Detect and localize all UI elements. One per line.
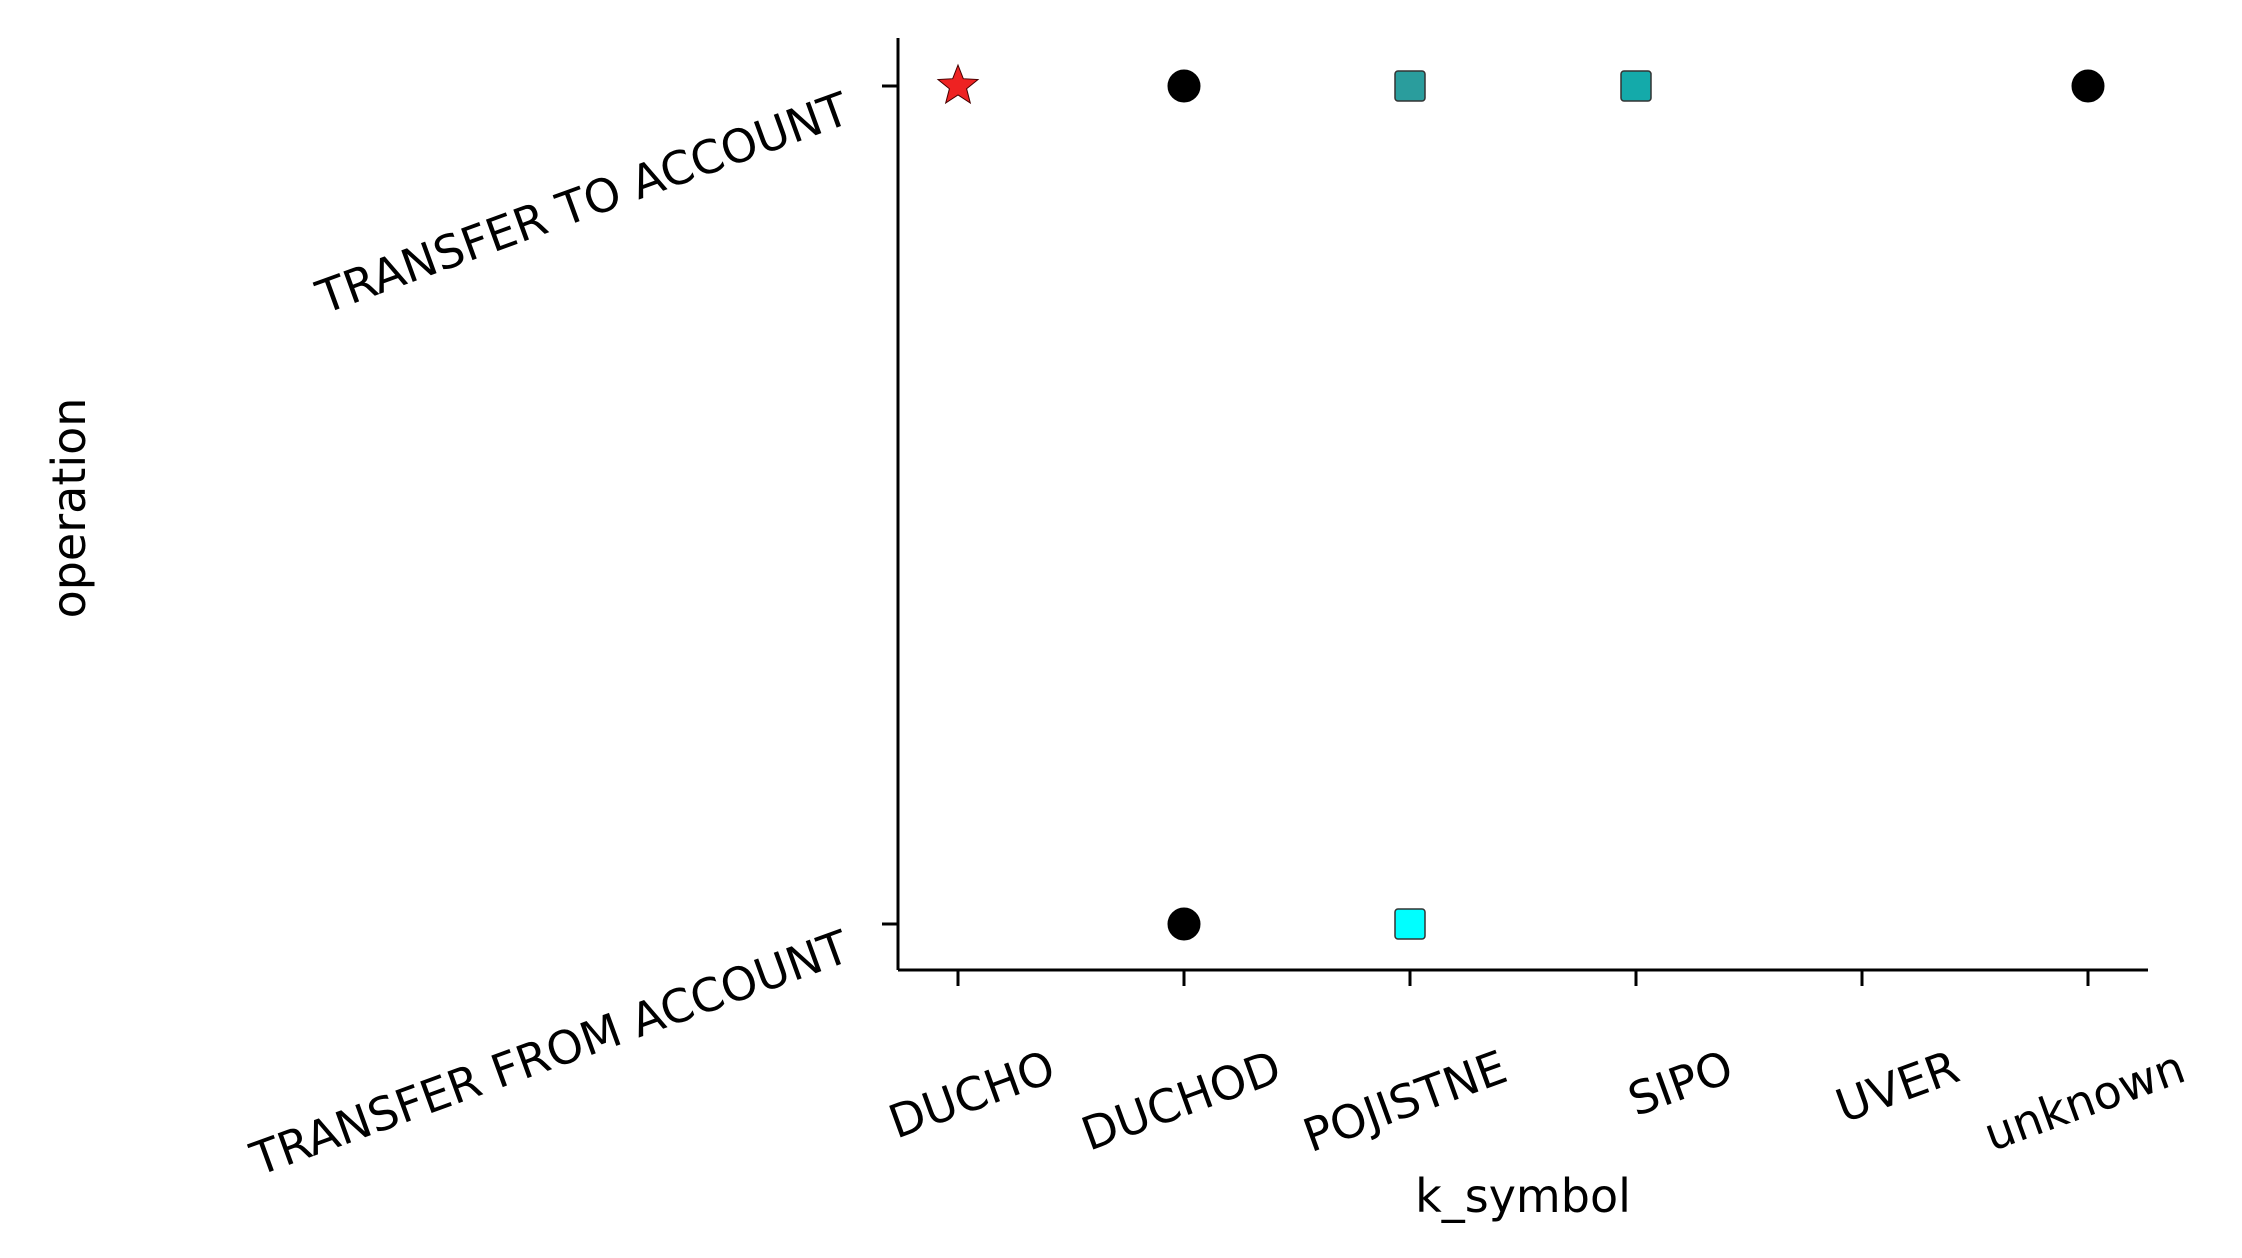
x-tick-label: DUCHOD bbox=[1074, 1040, 1287, 1162]
data-point bbox=[1167, 69, 1201, 103]
data-points bbox=[936, 63, 2105, 941]
data-point bbox=[2071, 69, 2105, 103]
data-point bbox=[1394, 908, 1426, 940]
y-axis-label: operation bbox=[42, 398, 96, 619]
ticks: DUCHO DUCHOD POJISTNE SIPO UVER unknown TRANSF… bbox=[243, 81, 2192, 1186]
x-axis-label: k_symbol bbox=[1415, 1169, 1631, 1223]
data-point bbox=[1620, 70, 1652, 102]
x-tick-label: unknown bbox=[1977, 1040, 2192, 1162]
x-tick-label: DUCHO bbox=[882, 1040, 1062, 1150]
y-tick-label: TRANSFER FROM ACCOUNT bbox=[243, 919, 857, 1186]
data-point bbox=[936, 63, 980, 105]
y-tick-label: TRANSFER TO ACCOUNT bbox=[309, 81, 857, 324]
x-tick-label: POJISTNE bbox=[1296, 1040, 1514, 1163]
data-point bbox=[1167, 907, 1201, 941]
axes bbox=[896, 38, 2148, 972]
x-tick-label: SIPO bbox=[1621, 1040, 1740, 1127]
x-tick-label: UVER bbox=[1829, 1040, 1966, 1134]
data-point bbox=[1394, 70, 1426, 102]
